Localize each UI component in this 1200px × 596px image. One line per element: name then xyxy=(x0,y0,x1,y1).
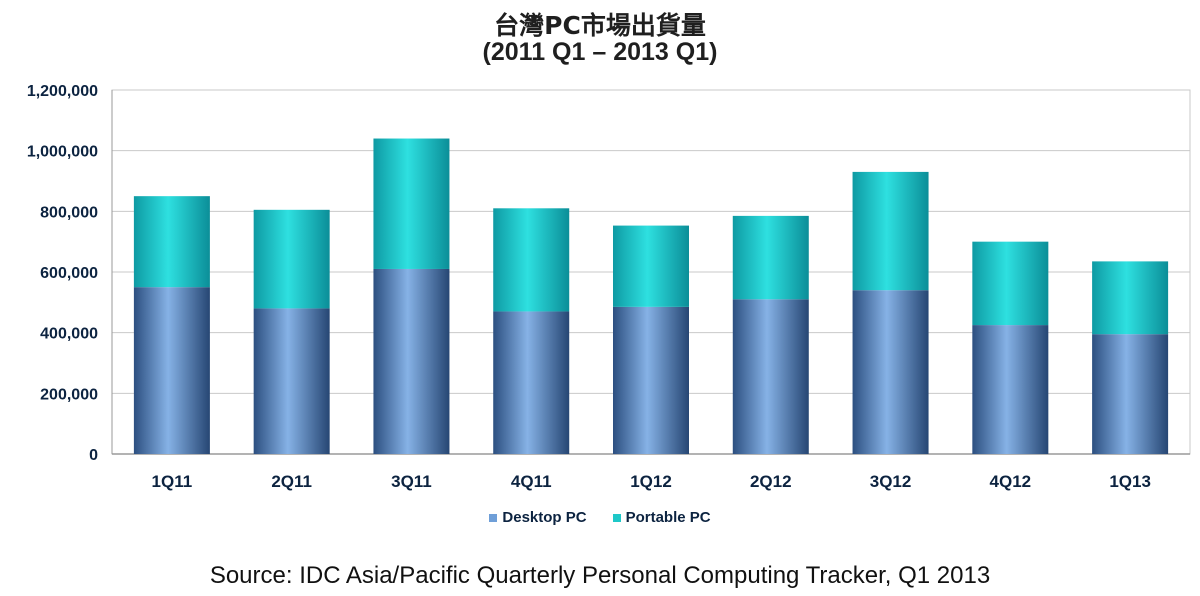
bar-desktop-pc xyxy=(373,268,450,454)
x-tick-label: 1Q12 xyxy=(630,472,672,491)
legend-label-desktop: Desktop PC xyxy=(502,509,587,526)
legend: Desktop PC Portable PC xyxy=(0,509,1200,526)
y-tick-label: 1,200,000 xyxy=(27,83,98,100)
y-tick-label: 1,000,000 xyxy=(27,144,98,161)
bar-portable-pc xyxy=(852,171,929,291)
chart-title: 台灣PC市場出貨量 xyxy=(494,11,706,40)
legend-item-desktop: Desktop PC xyxy=(489,509,587,526)
bar-desktop-pc xyxy=(613,306,689,454)
y-tick-label: 400,000 xyxy=(40,326,98,343)
x-tick-label: 2Q12 xyxy=(750,472,792,491)
y-tick-label: 800,000 xyxy=(40,204,98,221)
stacked-bar-chart: 0 200,000 400,000 600,000 800,000 1,000,000 1,… xyxy=(27,83,1191,491)
bar-desktop-pc xyxy=(493,311,570,454)
bar-desktop-pc xyxy=(972,325,1049,454)
x-tick-label: 2Q11 xyxy=(271,472,312,491)
x-tick-label: 3Q11 xyxy=(391,472,432,491)
bar-desktop-pc xyxy=(732,299,809,454)
x-tick-label: 1Q13 xyxy=(1109,472,1151,491)
bar-portable-pc xyxy=(1092,261,1169,335)
bar-desktop-pc xyxy=(1092,334,1169,454)
x-tick-label: 1Q11 xyxy=(152,472,193,491)
source-note: Source: IDC Asia/Pacific Quarterly Perso… xyxy=(209,562,991,589)
bar-desktop-pc xyxy=(133,287,210,454)
bar-portable-pc xyxy=(732,215,809,300)
x-tick-label: 4Q12 xyxy=(990,472,1032,491)
bar-portable-pc xyxy=(253,209,330,309)
bar-portable-pc xyxy=(133,196,210,288)
legend-label-portable: Portable PC xyxy=(625,509,711,526)
legend-swatch-portable xyxy=(612,513,621,522)
bar-portable-pc xyxy=(972,241,1049,326)
legend-swatch-desktop xyxy=(489,513,498,522)
legend-item-portable: Portable PC xyxy=(612,509,711,526)
x-tick-label: 4Q11 xyxy=(511,472,552,491)
chart-subtitle: (2011 Q1 – 2013 Q1) xyxy=(482,38,718,66)
y-tick-label: 200,000 xyxy=(40,386,98,403)
bar-desktop-pc xyxy=(852,290,929,454)
bar-portable-pc xyxy=(613,225,689,307)
y-tick-label: 600,000 xyxy=(40,265,98,282)
bar-portable-pc xyxy=(493,208,570,312)
x-tick-label: 3Q12 xyxy=(870,472,912,491)
y-tick-label: 0 xyxy=(89,447,98,464)
bar-desktop-pc xyxy=(253,308,330,454)
bar-portable-pc xyxy=(373,138,450,269)
